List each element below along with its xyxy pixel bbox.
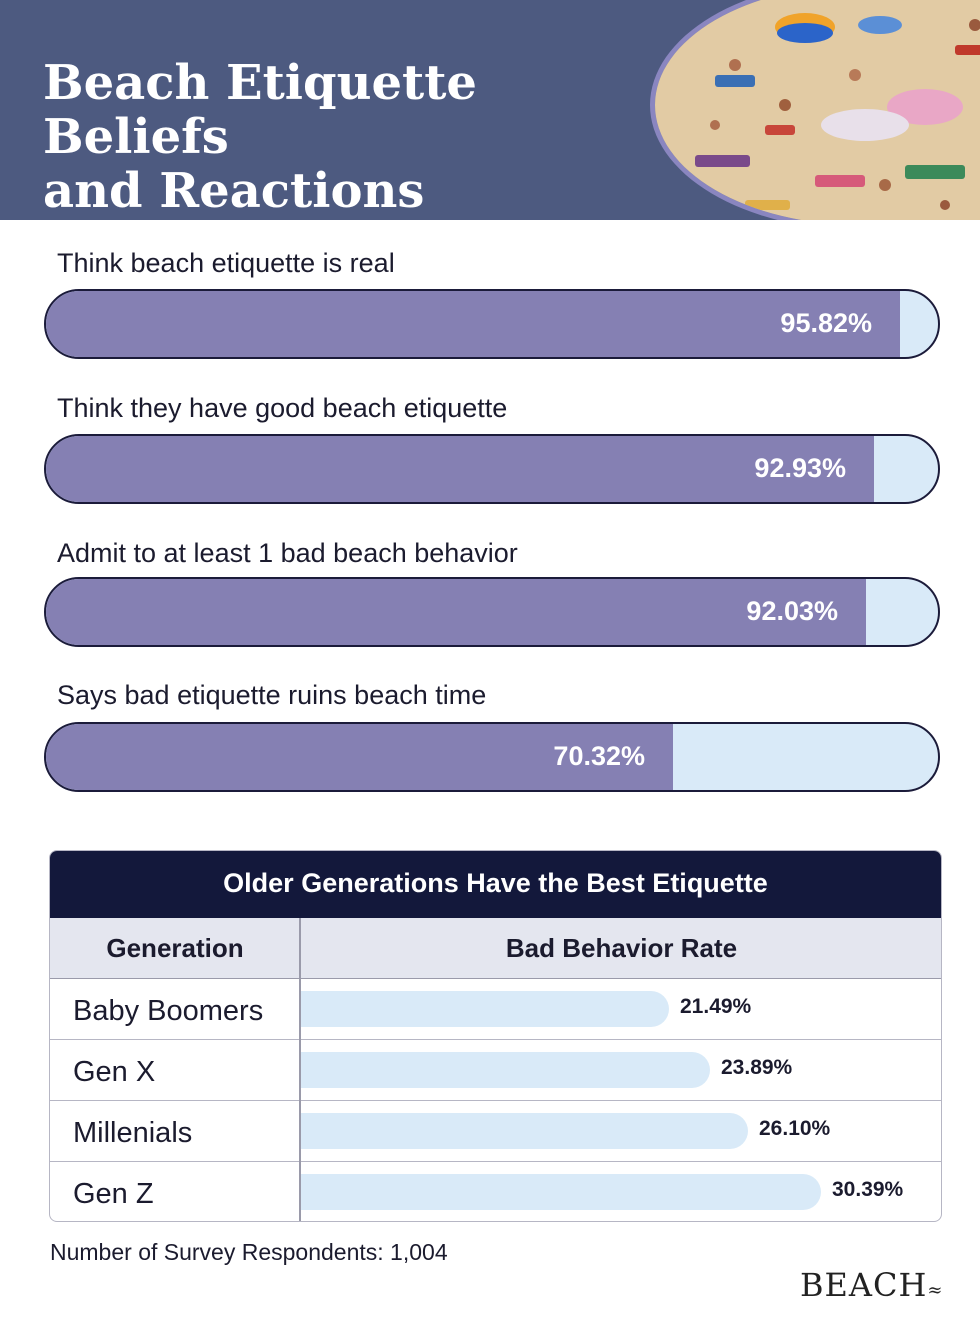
bar-value-label: 95.82% (780, 308, 872, 338)
column-divider (299, 918, 301, 1221)
bar-label: Admit to at least 1 bad beach behavior (57, 538, 518, 568)
rate-bar (301, 1174, 821, 1210)
header-banner: Beach Etiquette Beliefs and Reactions (0, 0, 980, 220)
bar-track: 70.32% (44, 722, 940, 792)
bar-track: 92.93% (44, 434, 940, 504)
column-header-generation: Generation (50, 918, 300, 979)
rate-bar (301, 1113, 748, 1149)
bar-fill (46, 579, 866, 645)
bar-track: 92.03% (44, 577, 940, 647)
table-body: Baby Boomers 21.49% Gen X 23.89% Milleni… (50, 979, 941, 1221)
rate-value-label: 23.89% (721, 1056, 793, 1079)
rate-bar (301, 991, 669, 1027)
table-row: Baby Boomers 21.49% (50, 979, 941, 1040)
page-title: Beach Etiquette Beliefs and Reactions (43, 56, 663, 218)
generation-name: Gen X (73, 1056, 156, 1088)
rate-bar (301, 1052, 710, 1088)
table-row: Gen X 23.89% (50, 1040, 941, 1101)
title-line-1: Beach Etiquette Beliefs (43, 55, 477, 165)
bar-label: Says bad etiquette ruins beach time (57, 680, 487, 710)
bar-label: Think beach etiquette is real (57, 248, 395, 278)
table-title: Older Generations Have the Best Etiquett… (50, 851, 941, 918)
column-header-rate: Bad Behavior Rate (300, 918, 941, 979)
crowded-beach-photo (650, 0, 980, 220)
bar-value-label: 92.03% (746, 596, 838, 626)
table-row: Millenials 26.10% (50, 1101, 941, 1162)
generation-name: Baby Boomers (73, 995, 264, 1027)
rate-value-label: 21.49% (680, 995, 752, 1018)
bar-fill (46, 724, 673, 790)
bar-track: 95.82% (44, 289, 940, 359)
brand-logo: BEACH≈ (800, 1266, 942, 1304)
bar-fill (46, 436, 874, 502)
title-line-2: and Reactions (43, 163, 425, 219)
generation-table: Older Generations Have the Best Etiquett… (49, 850, 942, 1222)
bar-value-label: 70.32% (553, 741, 645, 771)
wave-icon: ≈ (927, 1280, 943, 1301)
bar-label: Think they have good beach etiquette (57, 393, 508, 423)
generation-name: Millenials (73, 1117, 193, 1149)
bar-value-label: 92.93% (754, 453, 846, 483)
bar-fill (46, 291, 900, 357)
generation-name: Gen Z (73, 1178, 154, 1210)
rate-value-label: 30.39% (832, 1178, 904, 1201)
survey-footnote: Number of Survey Respondents: 1,004 (50, 1239, 448, 1265)
rate-value-label: 26.10% (759, 1117, 831, 1140)
logo-text: BEACH (800, 1266, 928, 1304)
table-row: Gen Z 30.39% (50, 1162, 941, 1221)
